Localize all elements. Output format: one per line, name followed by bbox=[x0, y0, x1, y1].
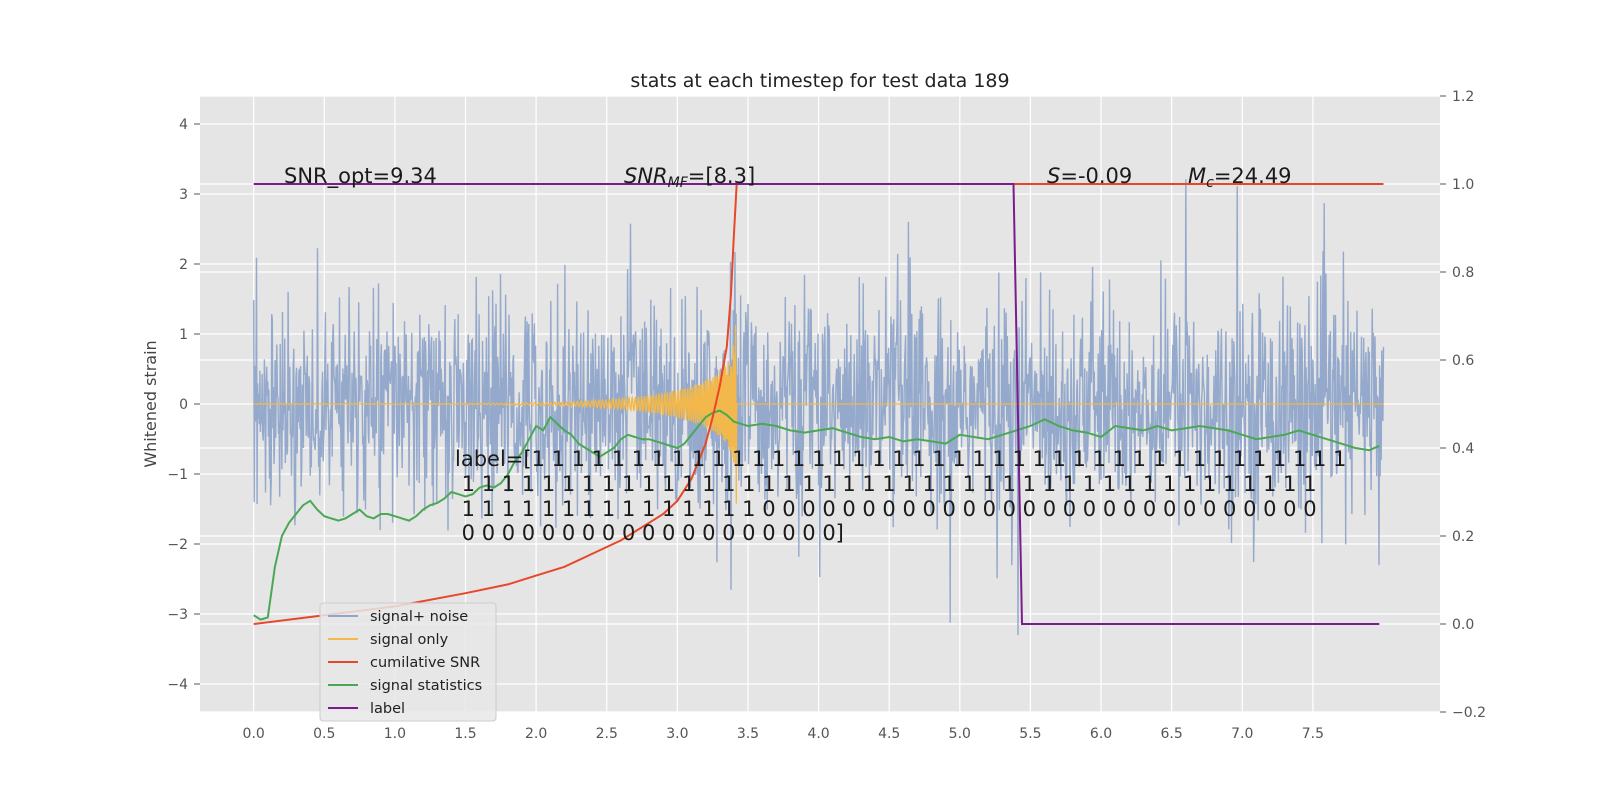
label-array-line-4: 0 0 0 0 0 0 0 0 0 0 0 0 0 0 0 0 0 0 0] bbox=[455, 521, 844, 545]
label-line bbox=[253, 183, 1380, 625]
x-tick-label: 1.5 bbox=[454, 726, 476, 742]
right-y-axis-ticks: −0.2 0.0 0.2 0.4 0.6 0.8 1.0 1.2 bbox=[1440, 89, 1486, 721]
label-array-annotation: label=[1 1 1 1 1 1 1 1 1 1 1 1 1 1 1 1 1… bbox=[455, 447, 1346, 545]
x-tick-label: 5.0 bbox=[949, 726, 971, 742]
y-tick-label: 0 bbox=[179, 397, 188, 413]
right-y-tick-label: 0.4 bbox=[1452, 441, 1474, 457]
legend-label-signal-only: signal only bbox=[370, 632, 449, 648]
signal-statistics-line bbox=[253, 409, 1380, 621]
right-axis-series bbox=[253, 183, 1384, 625]
x-tick-label: 7.0 bbox=[1231, 726, 1253, 742]
label-array-line-2: 1 1 1 1 1 1 1 1 1 1 1 1 1 1 1 1 1 1 1 1 … bbox=[455, 472, 1317, 496]
x-tick-label: 6.0 bbox=[1090, 726, 1112, 742]
y-tick-label: 2 bbox=[179, 257, 188, 273]
y-tick-label: 3 bbox=[179, 187, 188, 203]
x-axis-ticks: 0.0 0.5 1.0 1.5 2.0 2.5 3.0 3.5 4.0 4.5 5.0 5.5 6.0 6… bbox=[243, 726, 1324, 742]
y-tick-label: −1 bbox=[167, 467, 188, 483]
s-annotation: S=-0.09 bbox=[1047, 164, 1132, 188]
snr-opt-annotation: SNR_opt=9.34 bbox=[284, 164, 437, 189]
y-tick-label: 1 bbox=[179, 327, 188, 343]
y-axis-ticks: −4 −3 −2 −1 0 1 2 3 4 bbox=[167, 117, 200, 693]
label-array-line-3: 1 1 1 1 1 1 1 1 1 1 1 1 1 1 1 0 0 0 0 0 … bbox=[455, 497, 1317, 521]
signal-only-line bbox=[253, 324, 1384, 504]
x-tick-label: 5.5 bbox=[1019, 726, 1041, 742]
right-y-tick-label: 0.8 bbox=[1452, 265, 1474, 281]
legend-label-label: label bbox=[370, 701, 405, 717]
chart-title: stats at each timestep for test data 189 bbox=[630, 70, 1009, 92]
legend-item-signal-noise: signal+ noise bbox=[328, 609, 468, 625]
legend-item-label: label bbox=[328, 701, 405, 717]
label-array-line-1: label=[1 1 1 1 1 1 1 1 1 1 1 1 1 1 1 1 1… bbox=[455, 447, 1346, 471]
x-tick-label: 2.5 bbox=[596, 726, 618, 742]
legend-item-signal-statistics: signal statistics bbox=[328, 678, 482, 694]
x-tick-label: 6.5 bbox=[1161, 726, 1183, 742]
x-tick-label: 3.5 bbox=[737, 726, 759, 742]
cumulative-snr-line bbox=[253, 183, 1384, 625]
legend-label-signal-noise: signal+ noise bbox=[370, 609, 468, 625]
y-tick-label: −3 bbox=[167, 607, 188, 623]
legend-item-signal-only: signal only bbox=[328, 632, 449, 648]
legend: signal+ noise signal only cumilative SNR… bbox=[319, 602, 497, 722]
signal-only-series bbox=[253, 324, 1384, 504]
right-y-tick-label: 1.0 bbox=[1452, 177, 1474, 193]
right-y-tick-label: 0.6 bbox=[1452, 353, 1474, 369]
x-tick-label: 3.0 bbox=[666, 726, 688, 742]
y-tick-label: −2 bbox=[167, 537, 188, 553]
x-tick-label: 1.0 bbox=[384, 726, 406, 742]
snr-mf-annotation: SNRMF=[8.3] bbox=[624, 164, 755, 191]
legend-label-signal-statistics: signal statistics bbox=[370, 678, 482, 694]
x-tick-label: 4.5 bbox=[878, 726, 900, 742]
mc-annotation: Mc=24.49 bbox=[1188, 164, 1292, 191]
y-tick-label: −4 bbox=[167, 677, 188, 693]
right-y-tick-label: 1.2 bbox=[1452, 89, 1474, 105]
x-tick-label: 2.0 bbox=[525, 726, 547, 742]
legend-item-cumulative-snr: cumilative SNR bbox=[328, 655, 480, 671]
x-tick-label: 0.0 bbox=[243, 726, 265, 742]
y-tick-label: 4 bbox=[179, 117, 188, 133]
right-y-tick-label: 0.0 bbox=[1452, 617, 1474, 633]
legend-box bbox=[319, 602, 497, 722]
legend-label-cumulative-snr: cumilative SNR bbox=[370, 655, 480, 671]
right-y-tick-label: −0.2 bbox=[1452, 705, 1486, 721]
x-tick-label: 7.5 bbox=[1302, 726, 1324, 742]
right-y-tick-label: 0.2 bbox=[1452, 529, 1474, 545]
x-tick-label: 4.0 bbox=[807, 726, 829, 742]
x-tick-label: 0.5 bbox=[313, 726, 335, 742]
y-axis-label: Whitened strain bbox=[141, 340, 160, 467]
